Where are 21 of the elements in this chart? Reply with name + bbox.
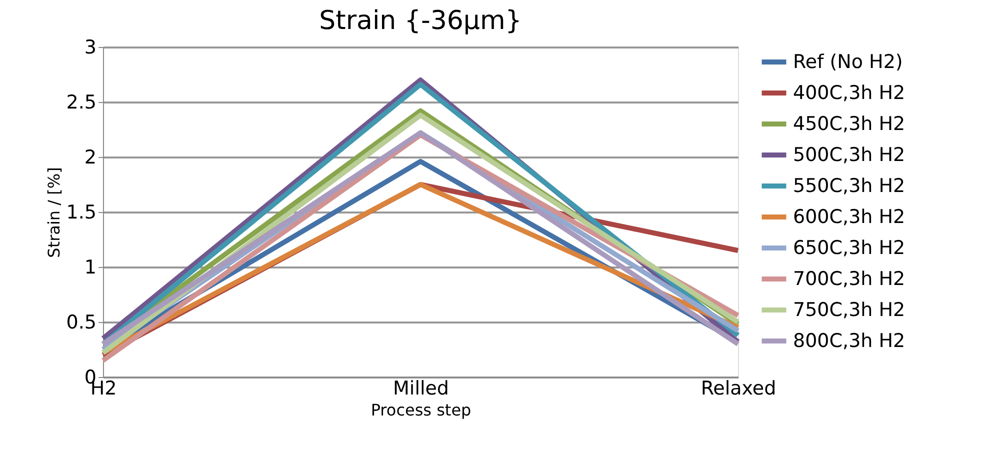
legend-label: 500C,3h H2 — [793, 144, 906, 166]
legend-label: 450C,3h H2 — [793, 113, 906, 135]
chart-title: Strain {-36µm} — [319, 6, 522, 36]
x-tick-label: Relaxed — [700, 378, 776, 400]
x-axis-title: Process step — [370, 400, 472, 420]
legend-label: 550C,3h H2 — [793, 175, 906, 197]
y-tick-label: 1.5 — [66, 202, 96, 224]
y-axis-title: Strain / [%] — [44, 167, 64, 258]
legend-label: 600C,3h H2 — [793, 206, 906, 228]
legend-label: 750C,3h H2 — [793, 299, 906, 321]
y-tick-label: 0.5 — [66, 312, 96, 334]
y-tick-label: 2 — [84, 146, 96, 168]
y-tick-label: 1 — [84, 256, 96, 278]
y-tick-label: 3 — [84, 36, 96, 58]
y-tick-label: 2.5 — [66, 92, 96, 114]
x-tick-label: Milled — [393, 378, 449, 400]
legend-label: 800C,3h H2 — [793, 330, 906, 352]
legend-label: 400C,3h H2 — [793, 82, 906, 104]
legend-label: 700C,3h H2 — [793, 268, 906, 290]
legend-label: Ref (No H2) — [793, 51, 903, 73]
legend-label: 650C,3h H2 — [793, 237, 906, 259]
